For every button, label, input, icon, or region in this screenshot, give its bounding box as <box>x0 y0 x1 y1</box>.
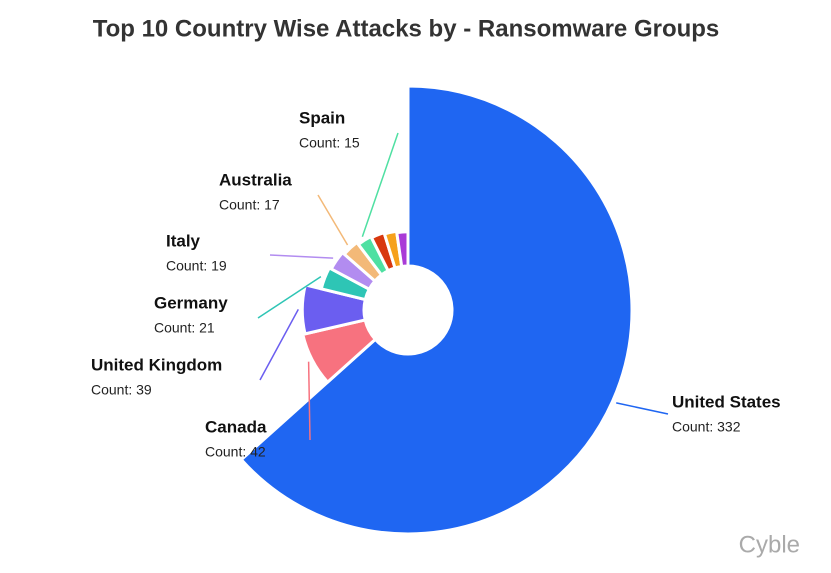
leader-line <box>361 132 399 238</box>
slice-value: Count: 332 <box>672 419 741 435</box>
slice-value: Count: 19 <box>166 258 227 274</box>
slice-value: Count: 17 <box>219 197 280 213</box>
slice <box>301 318 377 384</box>
leader-line <box>257 276 322 319</box>
watermark: Cyble <box>739 531 800 558</box>
slice-label: Spain <box>299 108 345 127</box>
slice <box>239 84 634 536</box>
slice-label: Germany <box>154 293 228 312</box>
slice-label: United Kingdom <box>91 355 222 374</box>
leader-line <box>307 361 311 441</box>
leader-line <box>616 402 669 415</box>
slice-value: Count: 21 <box>154 320 215 336</box>
slice-value: Count: 15 <box>299 135 360 151</box>
slice <box>395 230 410 268</box>
slice-label: Australia <box>219 170 292 189</box>
slice-value: Count: 39 <box>91 382 152 398</box>
leader-line <box>317 194 349 246</box>
leader-line <box>269 254 334 259</box>
slice-label: United States <box>672 392 781 411</box>
slice-label: Canada <box>205 417 267 436</box>
slice-label: Italy <box>166 231 201 250</box>
chart-title: Top 10 Country Wise Attacks by - Ransomw… <box>93 15 720 42</box>
leader-line <box>259 308 299 381</box>
slice-value: Count: 42 <box>205 444 266 460</box>
